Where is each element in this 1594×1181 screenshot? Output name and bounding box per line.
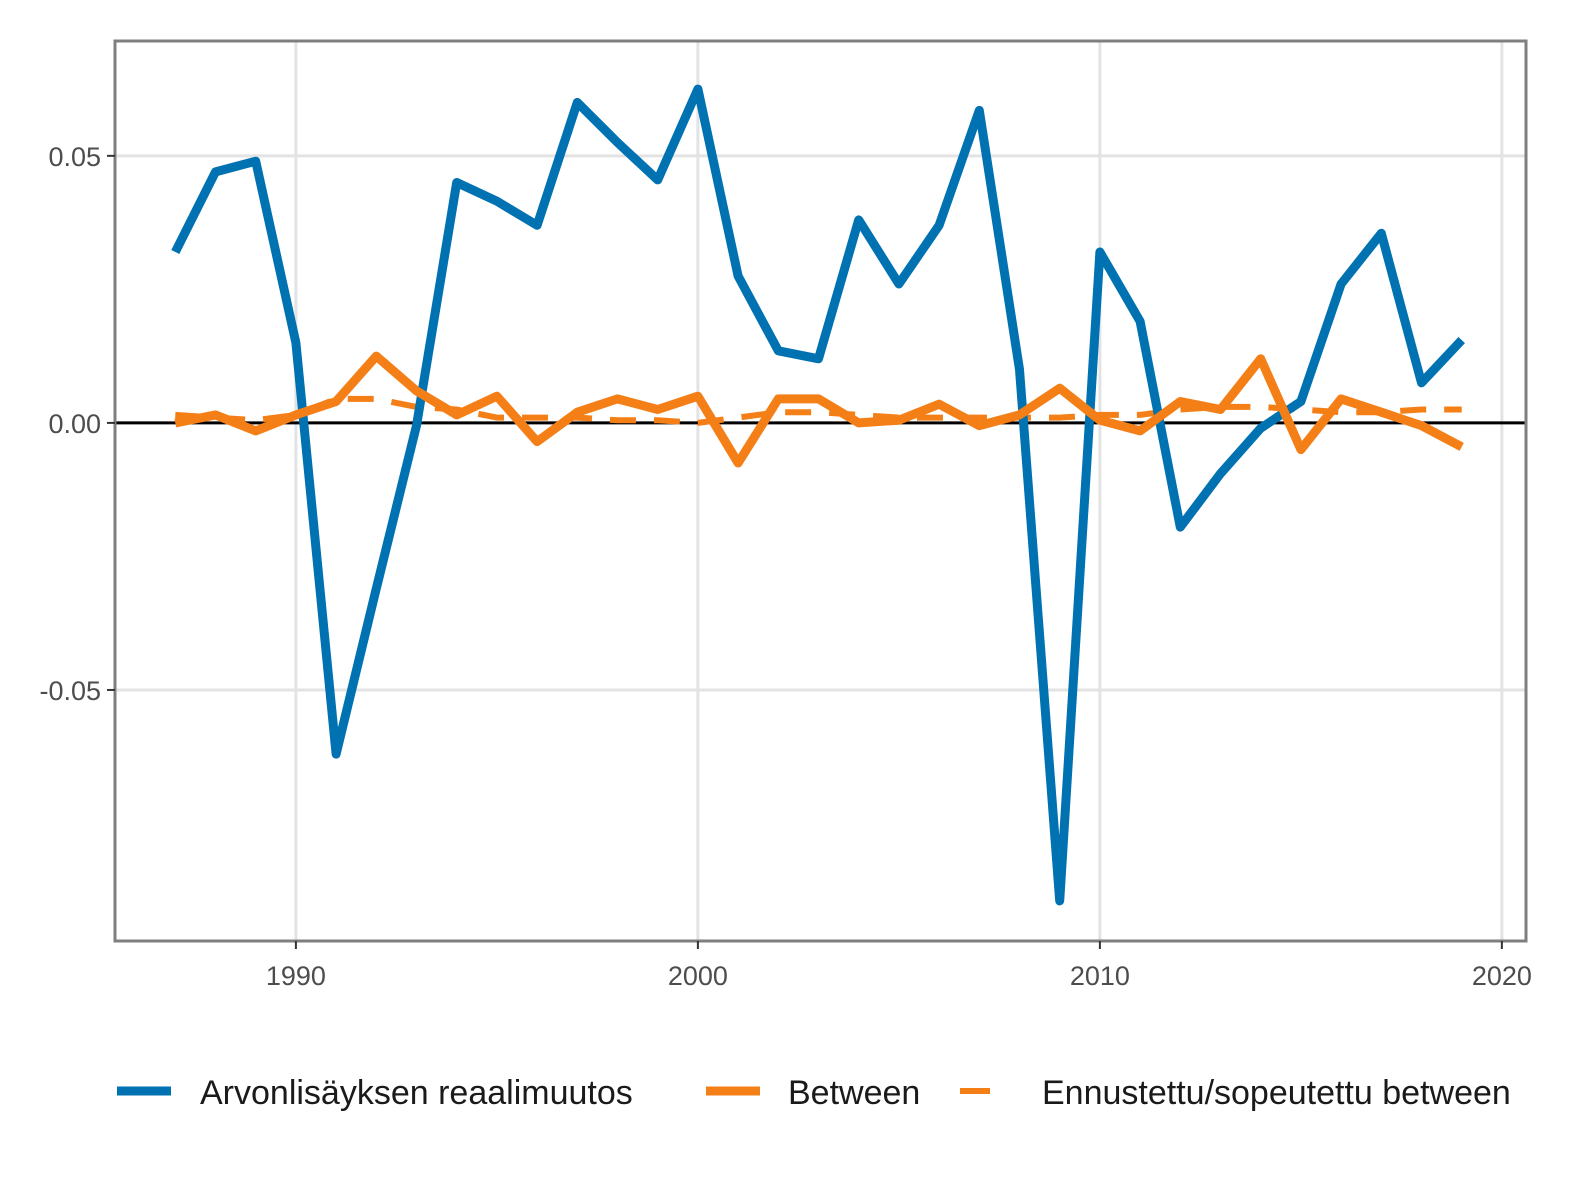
x-tick-label-2020: 2020 xyxy=(1472,961,1532,991)
legend-item-0: Arvonlisäyksen reaalimuutos xyxy=(117,1074,633,1112)
y-tick-label-0.05: 0.05 xyxy=(48,142,101,172)
legend-label-2: Ennustettu/sopeutettu between xyxy=(1042,1074,1511,1112)
legend-label-1: Between xyxy=(788,1074,920,1112)
series-lines xyxy=(171,84,1465,906)
x-tick-label-2010: 2010 xyxy=(1070,961,1130,991)
series-line-2 xyxy=(175,395,1462,426)
series-line-1 xyxy=(174,351,1464,468)
x-tick-label-1990: 1990 xyxy=(266,961,326,991)
legend: Arvonlisäyksen reaalimuutos Between Ennust… xyxy=(117,1074,1511,1112)
legend-label-0: Arvonlisäyksen reaalimuutos xyxy=(200,1074,633,1112)
axes: 1990 2000 2010 2020 -0.05 0.00 0.05 xyxy=(39,142,1531,991)
plot-panel-border xyxy=(113,39,1528,943)
legend-item-2: Ennustettu/sopeutettu between xyxy=(960,1074,1511,1112)
y-tick-label-0.00: 0.00 xyxy=(48,409,101,439)
legend-item-1: Between xyxy=(706,1074,920,1112)
y-tick-label--0.05: -0.05 xyxy=(39,676,101,706)
x-tick-label-2000: 2000 xyxy=(668,961,728,991)
series-line-0 xyxy=(171,84,1465,906)
